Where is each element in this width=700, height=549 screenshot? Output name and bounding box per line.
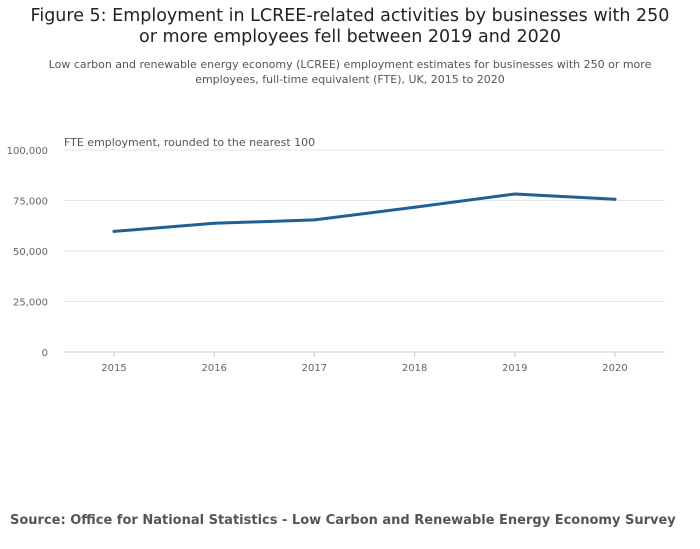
y-axis-label: FTE employment, rounded to the nearest 1…	[64, 136, 315, 149]
y-tick-label: 75,000	[13, 197, 48, 208]
data-point	[212, 221, 216, 225]
series-layer	[112, 192, 617, 233]
x-axis-ticks: 2015 2016 2017 2018 2019 2020	[101, 352, 628, 374]
chart-title: Figure 5: Employment in LCREE-related ac…	[30, 6, 670, 47]
x-tick-label: 2015	[101, 363, 126, 374]
x-tick-label: 2018	[402, 363, 427, 374]
x-tick-label: 2019	[502, 363, 527, 374]
chart-subtitle: Low carbon and renewable energy economy …	[48, 58, 652, 86]
y-tick-label: 0	[42, 348, 48, 359]
y-tick-label: 50,000	[13, 247, 48, 258]
gridlines	[64, 149, 665, 302]
x-tick-label: 2017	[302, 363, 327, 374]
source-note: Source: Office for National Statistics -…	[10, 513, 676, 528]
series-line	[112, 192, 617, 233]
y-tick-label: 25,000	[13, 298, 48, 309]
data-point	[112, 229, 116, 233]
y-tick-label: 100,000	[7, 146, 48, 157]
y-axis-ticks: 0 25,000 50,000 75,000 100,000	[7, 146, 48, 359]
x-tick-label: 2016	[201, 363, 226, 374]
data-point	[513, 192, 517, 196]
x-tick-label: 2020	[602, 363, 627, 374]
data-point	[613, 197, 617, 201]
data-point	[312, 218, 316, 222]
data-point	[413, 205, 417, 209]
